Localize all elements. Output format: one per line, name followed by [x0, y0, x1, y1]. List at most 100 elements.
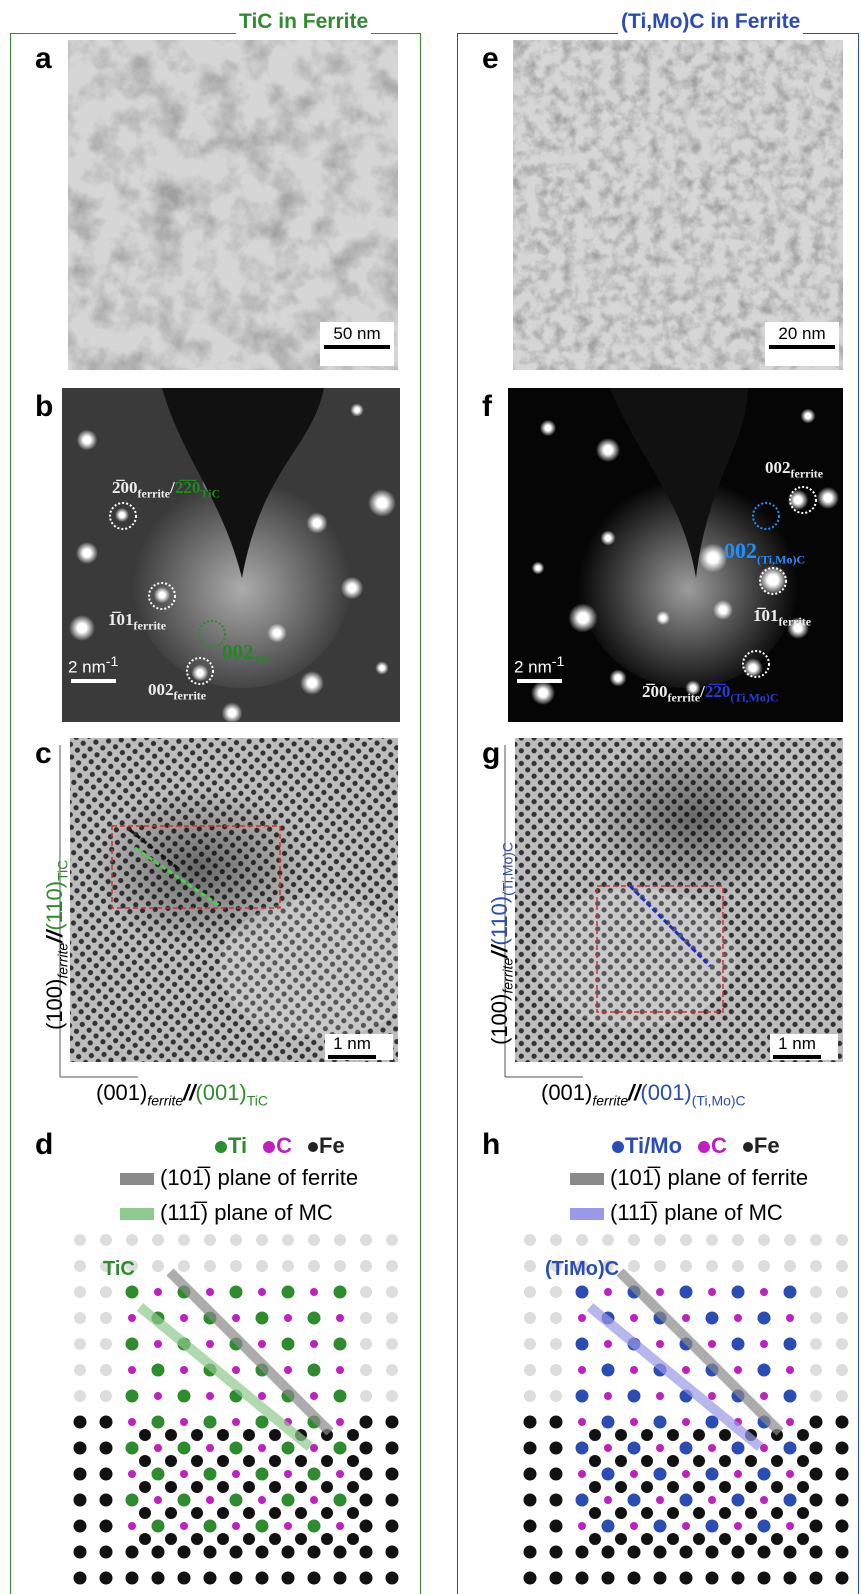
atom — [178, 1234, 190, 1246]
atom — [166, 1268, 334, 1436]
atom — [719, 1481, 731, 1493]
diffraction-spot — [350, 403, 364, 417]
label-part: ferrite — [147, 1092, 184, 1109]
atom — [100, 1312, 112, 1324]
atom — [630, 1470, 638, 1478]
atom — [656, 1496, 664, 1504]
atom — [656, 1444, 664, 1452]
atom — [165, 1429, 177, 1441]
atom — [654, 1260, 666, 1272]
atom-swatch — [263, 1141, 276, 1154]
atom — [630, 1314, 638, 1322]
atom — [549, 1441, 563, 1455]
atom — [524, 1390, 536, 1402]
atom — [154, 1392, 162, 1400]
atom — [99, 1571, 113, 1585]
atom — [254, 1518, 270, 1534]
diffraction-spot — [685, 680, 701, 696]
atom — [152, 1260, 164, 1272]
atom — [549, 1545, 563, 1559]
atom — [282, 1234, 294, 1246]
atom — [99, 1467, 113, 1481]
atom — [810, 1312, 822, 1324]
atom — [73, 1441, 87, 1455]
label-part: 002 — [148, 680, 174, 699]
atom — [574, 1336, 590, 1352]
scale-bar: 50 nm — [324, 324, 390, 349]
atom — [73, 1415, 87, 1429]
atom — [836, 1286, 848, 1298]
atom — [734, 1470, 742, 1478]
atom — [73, 1571, 87, 1585]
atom — [810, 1286, 822, 1298]
atom-label: Fe — [319, 1133, 345, 1158]
atom — [615, 1481, 627, 1493]
diffraction-spot — [68, 614, 96, 642]
atom — [604, 1340, 612, 1348]
atom — [575, 1545, 589, 1559]
axis-frame — [523, 1076, 583, 1078]
atom — [124, 1388, 140, 1404]
plane-swatch — [120, 1208, 154, 1221]
label-part: ferrite — [778, 614, 812, 629]
atom — [165, 1533, 177, 1545]
atom — [615, 1533, 627, 1545]
image-overlay — [111, 825, 281, 909]
label-part: ferrite — [173, 688, 207, 703]
atom — [269, 1481, 281, 1493]
atom — [719, 1533, 731, 1545]
atom — [217, 1507, 229, 1519]
x-axis-label: (001)ferrite//(001)(Ti,Mo)C — [541, 1080, 746, 1108]
atom — [281, 1571, 295, 1585]
atom — [550, 1364, 562, 1376]
label-part: ferrite — [790, 466, 824, 481]
atom — [332, 1492, 348, 1508]
atom — [667, 1481, 679, 1493]
atom — [809, 1493, 823, 1507]
atom — [280, 1492, 296, 1508]
atom — [360, 1260, 372, 1272]
atom — [336, 1418, 344, 1426]
panel-letter: a — [35, 42, 52, 75]
atom — [656, 1288, 664, 1296]
atom — [334, 1234, 346, 1246]
atom — [284, 1366, 292, 1374]
atom — [524, 1234, 536, 1246]
image-overlay — [585, 738, 805, 898]
atom — [810, 1364, 822, 1376]
atom — [125, 1571, 139, 1585]
plane-swatch — [570, 1173, 604, 1186]
atom — [99, 1415, 113, 1429]
atom — [549, 1571, 563, 1585]
atom — [347, 1507, 359, 1519]
label-part: 50 nm — [333, 324, 381, 343]
atom — [734, 1522, 742, 1530]
atom — [756, 1518, 772, 1534]
atom — [124, 1336, 140, 1352]
atom — [217, 1533, 229, 1545]
atom — [333, 1571, 347, 1585]
atom — [652, 1414, 668, 1430]
atom — [604, 1392, 612, 1400]
atom — [704, 1310, 720, 1326]
panel-letter: d — [35, 1128, 54, 1161]
label-part: (100) — [487, 993, 512, 1045]
atom — [386, 1286, 398, 1298]
atom — [151, 1571, 165, 1585]
atom-swatch — [742, 1142, 753, 1153]
label-part: 2̅00 — [112, 478, 138, 497]
atom — [550, 1260, 562, 1272]
atom — [74, 1260, 86, 1272]
atom — [128, 1314, 136, 1322]
atom — [693, 1455, 705, 1467]
atom — [760, 1392, 768, 1400]
atom — [578, 1366, 586, 1374]
atom — [786, 1470, 794, 1478]
label-part: / — [170, 478, 175, 497]
label-part: (Ti,Mo)C — [757, 552, 806, 567]
atom — [359, 1493, 373, 1507]
atom — [280, 1440, 296, 1456]
atom — [549, 1493, 563, 1507]
image-overlay — [628, 884, 712, 968]
